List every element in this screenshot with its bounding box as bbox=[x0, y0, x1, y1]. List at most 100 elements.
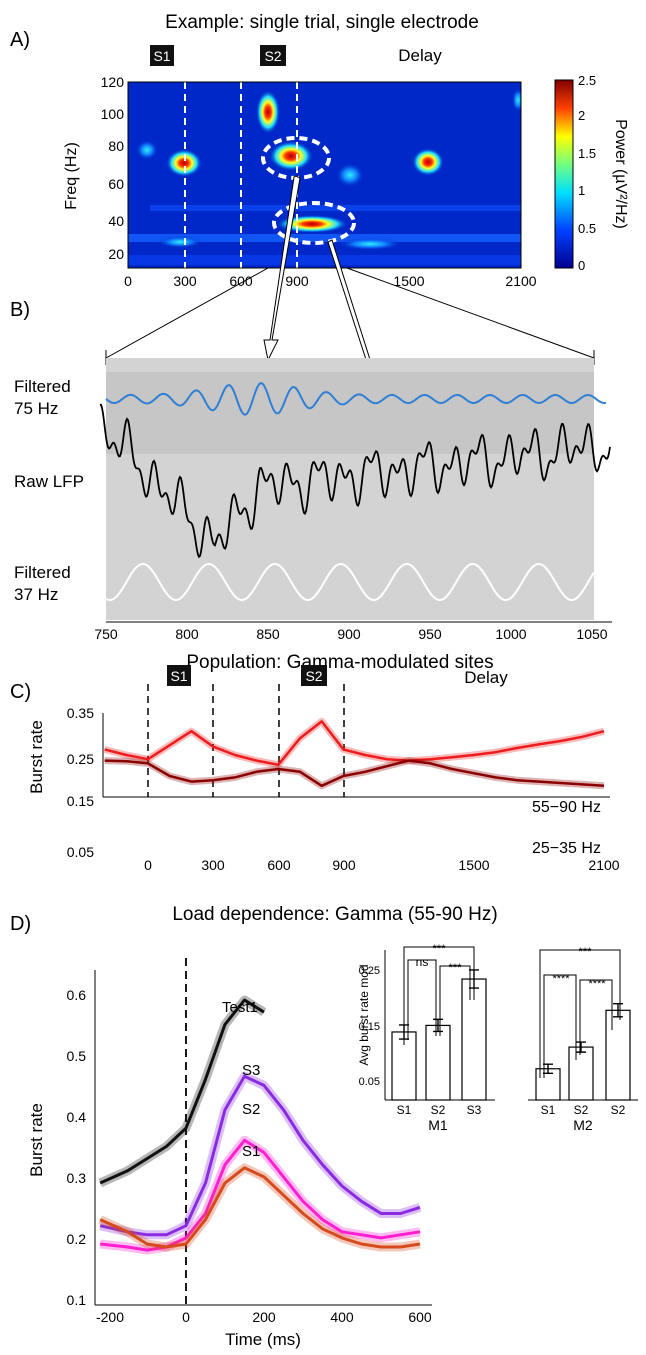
d-ytick: 0.4 bbox=[67, 1109, 87, 1125]
m2-errorbar-1 bbox=[543, 1063, 553, 1074]
c-marker-s2-label: S2 bbox=[305, 668, 322, 684]
marker-s2-label: S2 bbox=[264, 48, 281, 64]
m2-bar-2 bbox=[568, 1046, 594, 1101]
panel-c-axes bbox=[102, 713, 610, 798]
label-filtered-75-line1: Filtered bbox=[14, 377, 71, 396]
c-xtick: 300 bbox=[201, 857, 225, 873]
b-xtick: 900 bbox=[337, 626, 361, 642]
b-xtick: 1000 bbox=[495, 626, 526, 642]
d-xtick: 600 bbox=[408, 1309, 432, 1325]
band-30hz bbox=[128, 234, 521, 242]
blob-s2-high bbox=[256, 90, 280, 134]
panel-d-xlabel: Time (ms) bbox=[225, 1330, 301, 1349]
sig-m1-s1-s3: *** bbox=[433, 943, 447, 955]
panel-d-plot bbox=[98, 995, 422, 1255]
blob-late bbox=[412, 148, 444, 176]
a-ytick: 100 bbox=[101, 106, 125, 122]
curve-line-s3 bbox=[99, 1074, 421, 1237]
d-ytick: 0.2 bbox=[67, 1231, 87, 1247]
m2-errorbar-3 bbox=[613, 1003, 623, 1018]
colorbar-ticks: 2.5 2 1.5 1 0.5 0 bbox=[578, 73, 596, 273]
sig-m1-s2-s3: *** bbox=[449, 962, 463, 974]
curve-line-test1 bbox=[99, 998, 265, 1185]
blob-edge bbox=[512, 88, 521, 112]
c-ytick: 0.25 bbox=[67, 751, 94, 767]
b-xtick: 1050 bbox=[576, 626, 607, 642]
sig-m1-s1-s2: ns bbox=[416, 955, 429, 969]
curve-label-s2: S2 bbox=[242, 1101, 260, 1118]
blob-early bbox=[136, 140, 158, 160]
label-filtered-37-line2: 37 Hz bbox=[14, 585, 58, 604]
c-ytick: 0.35 bbox=[67, 705, 94, 721]
c-xtick: 2100 bbox=[588, 857, 619, 873]
d-ytick: 0.3 bbox=[67, 1170, 87, 1186]
blob-mid bbox=[336, 163, 364, 187]
series-label-55-90hz: 55−90 Hz bbox=[532, 799, 601, 816]
m2-cat: S2 bbox=[574, 1103, 589, 1117]
band-50hz bbox=[150, 205, 521, 211]
m1-cat: S2 bbox=[431, 1103, 446, 1117]
inset-ytick: 0.05 bbox=[359, 1076, 380, 1088]
inset-m2-sig-brackets bbox=[539, 949, 621, 1078]
d-ytick: 0.1 bbox=[67, 1292, 87, 1308]
panel-d-axes bbox=[94, 970, 432, 1306]
panel-a-delay-label: Delay bbox=[398, 46, 442, 65]
a-xtick: 900 bbox=[285, 273, 309, 289]
panel-b-letter: B) bbox=[10, 299, 30, 321]
sig-m2-s1-s2: **** bbox=[552, 973, 570, 985]
d-xtick: 0 bbox=[182, 1309, 190, 1325]
filtered-37hz-trace bbox=[105, 562, 595, 602]
a-ytick: 60 bbox=[108, 176, 124, 192]
m2-cat: S2 bbox=[611, 1103, 626, 1117]
b-xtick: 950 bbox=[418, 626, 442, 642]
a-xtick: 2100 bbox=[505, 273, 536, 289]
a-ytick: 40 bbox=[108, 213, 124, 229]
curve-label-s3: S3 bbox=[242, 1062, 260, 1079]
a-xtick: 1500 bbox=[393, 273, 424, 289]
panel-a-xticks: 0 300 600 900 1500 2100 bbox=[124, 273, 537, 289]
a-ytick: 80 bbox=[108, 138, 124, 154]
inset-ytick: 0.15 bbox=[359, 1021, 380, 1033]
filtered-75hz-trace bbox=[105, 382, 607, 416]
spectrogram-frame bbox=[127, 81, 522, 269]
c-xtick: 1500 bbox=[458, 857, 489, 873]
series-label-25-35hz: 25−35 Hz bbox=[532, 840, 601, 857]
sig-m2-s1-s3: *** bbox=[579, 946, 593, 958]
panel-d-title: Load dependence: Gamma (55-90 Hz) bbox=[172, 904, 497, 925]
band-low bbox=[128, 255, 521, 265]
panel-a-ylabel: Freq (Hz) bbox=[63, 142, 80, 210]
raw-lfp-trace bbox=[99, 403, 611, 559]
d-xtick: -200 bbox=[96, 1309, 124, 1325]
panel-a-title: Example: single trial, single electrode bbox=[165, 12, 479, 33]
m2-cat: S1 bbox=[541, 1103, 556, 1117]
inset-ytick: 0.25 bbox=[359, 965, 380, 977]
panel-c-yticks: 0.35 0.25 0.15 0.05 bbox=[67, 705, 94, 860]
curve-label-s1: S1 bbox=[242, 1143, 260, 1160]
panel-c-event-lines bbox=[147, 684, 345, 797]
a-ytick: 120 bbox=[101, 74, 125, 90]
series-band-55-90hz bbox=[103, 717, 605, 769]
blob-s2-mid bbox=[269, 141, 313, 171]
panel-c-plot bbox=[103, 717, 605, 790]
a-xtick: 600 bbox=[229, 273, 253, 289]
curve-label-test1: Test1 bbox=[222, 999, 258, 1016]
cbar-tick: 1.5 bbox=[578, 146, 596, 161]
panel-d-letter: D) bbox=[10, 913, 31, 935]
curve-line-s1 bbox=[99, 1166, 421, 1249]
inset-m1-xticks: S1 S2 S3 bbox=[397, 1103, 482, 1117]
inset-m1-sig-brackets bbox=[403, 946, 475, 1045]
c-xtick: 900 bbox=[332, 857, 356, 873]
a-ytick: 20 bbox=[108, 246, 124, 262]
c-xtick: 0 bbox=[144, 857, 152, 873]
panel-d-xticks: -200 0 200 400 600 bbox=[96, 1309, 432, 1325]
label-raw-lfp: Raw LFP bbox=[14, 472, 84, 491]
panel-c-xticks: 0 300 600 900 1500 2100 bbox=[144, 857, 620, 873]
panel-a-letter: A) bbox=[10, 29, 30, 51]
b-xtick: 850 bbox=[256, 626, 280, 642]
cbar-tick: 2 bbox=[578, 108, 585, 123]
a-xtick: 300 bbox=[173, 273, 197, 289]
inset-m1-yticks: 0.25 0.15 0.05 bbox=[359, 965, 380, 1088]
b-xtick: 800 bbox=[175, 626, 199, 642]
sig-m2-s2-s3: **** bbox=[588, 978, 606, 990]
